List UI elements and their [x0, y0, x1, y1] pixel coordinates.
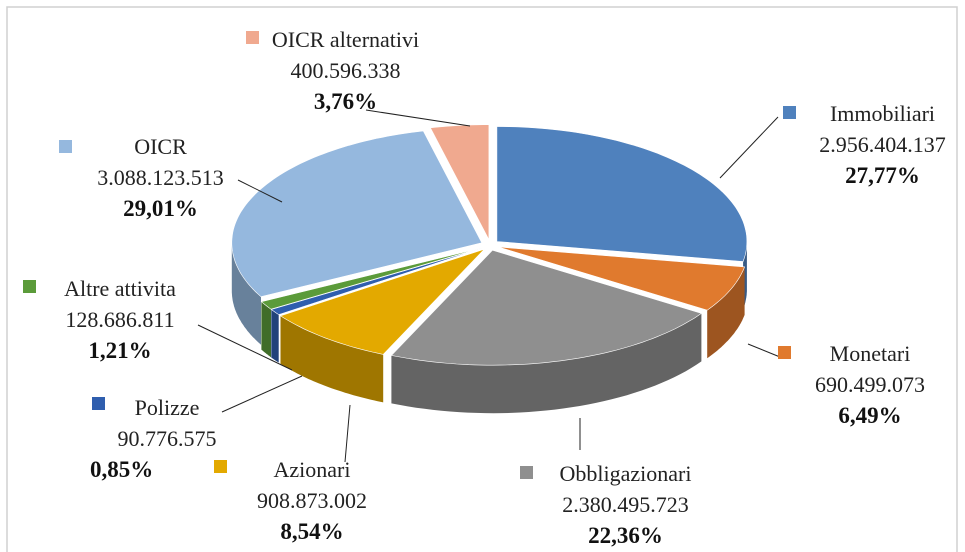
slice [496, 126, 748, 262]
slice [270, 247, 483, 315]
leader-line [197, 324, 293, 371]
value-label: 1,21% [88, 338, 152, 363]
frame [6, 6, 958, 552]
value-label: 27,77% [845, 163, 920, 188]
amount-label: 128.686.811 [65, 307, 175, 332]
value-label: 29,01% [123, 196, 198, 221]
slice-side [261, 301, 271, 358]
value-label: 0,85% [90, 457, 154, 482]
category-label: OICR alternativi [271, 27, 420, 52]
slice [390, 249, 703, 366]
slice-side [707, 266, 745, 359]
category-label: Azionari [273, 457, 351, 482]
slice-side [391, 313, 702, 414]
data-label: OICR 3.088.123.513 29,01% [78, 131, 243, 224]
data-label: Monetari 690.499.073 6,49% [790, 338, 950, 431]
leader-line [221, 375, 303, 413]
leader-line [344, 404, 351, 463]
slice-side [280, 315, 384, 403]
category-label: Polizze [134, 395, 200, 420]
value-label: 8,54% [280, 519, 344, 544]
amount-label: 908.873.002 [257, 488, 367, 513]
category-label: Monetari [829, 341, 911, 366]
amount-label: 3.088.123.513 [97, 165, 224, 190]
category-label: Altre attivita [64, 276, 176, 301]
leader-line [747, 343, 781, 358]
data-label: Polizze 90.776.575 0,85% [90, 392, 242, 482]
leader-line [237, 179, 283, 203]
legend-marker [92, 397, 105, 410]
slice [231, 130, 483, 298]
amount-label: 90.776.575 [117, 426, 217, 451]
leader-line [719, 116, 779, 179]
legend-marker [23, 280, 36, 293]
amount-label: 400.596.338 [290, 58, 401, 83]
data-label: OICR alternativi 400.596.338 3,76% [268, 24, 423, 117]
data-label: Obbligazionari 2.380.495.723 22,36% [538, 458, 713, 551]
value-label: 6,49% [838, 403, 902, 428]
category-label: Obbligazionari [559, 461, 692, 486]
value-label: 22,36% [588, 523, 663, 548]
value-label: 3,76% [313, 89, 378, 114]
data-label: Azionari 908.873.002 8,54% [232, 454, 392, 547]
slice [260, 247, 483, 310]
legend-marker [520, 466, 533, 479]
legend-marker [214, 460, 227, 473]
slice [279, 248, 485, 355]
legend-marker [246, 31, 259, 44]
data-label: Immobiliari 2.956.404.137 27,77% [800, 98, 965, 191]
slice-side [271, 309, 279, 363]
category-label: Immobiliari [829, 101, 936, 126]
leader-lines [197, 109, 781, 463]
data-label: Altre attivita 128.686.811 1,21% [40, 273, 200, 366]
category-label: OICR [134, 134, 187, 159]
slice [498, 246, 746, 311]
slice [429, 124, 490, 240]
leader-line [365, 109, 471, 127]
legend-marker [778, 346, 791, 359]
legend-marker [59, 140, 72, 153]
amount-label: 690.499.073 [815, 372, 925, 397]
amount-label: 2.956.404.137 [819, 132, 946, 157]
amount-label: 2.380.495.723 [562, 492, 689, 517]
slice-side [231, 242, 261, 345]
legend-marker [783, 106, 796, 119]
